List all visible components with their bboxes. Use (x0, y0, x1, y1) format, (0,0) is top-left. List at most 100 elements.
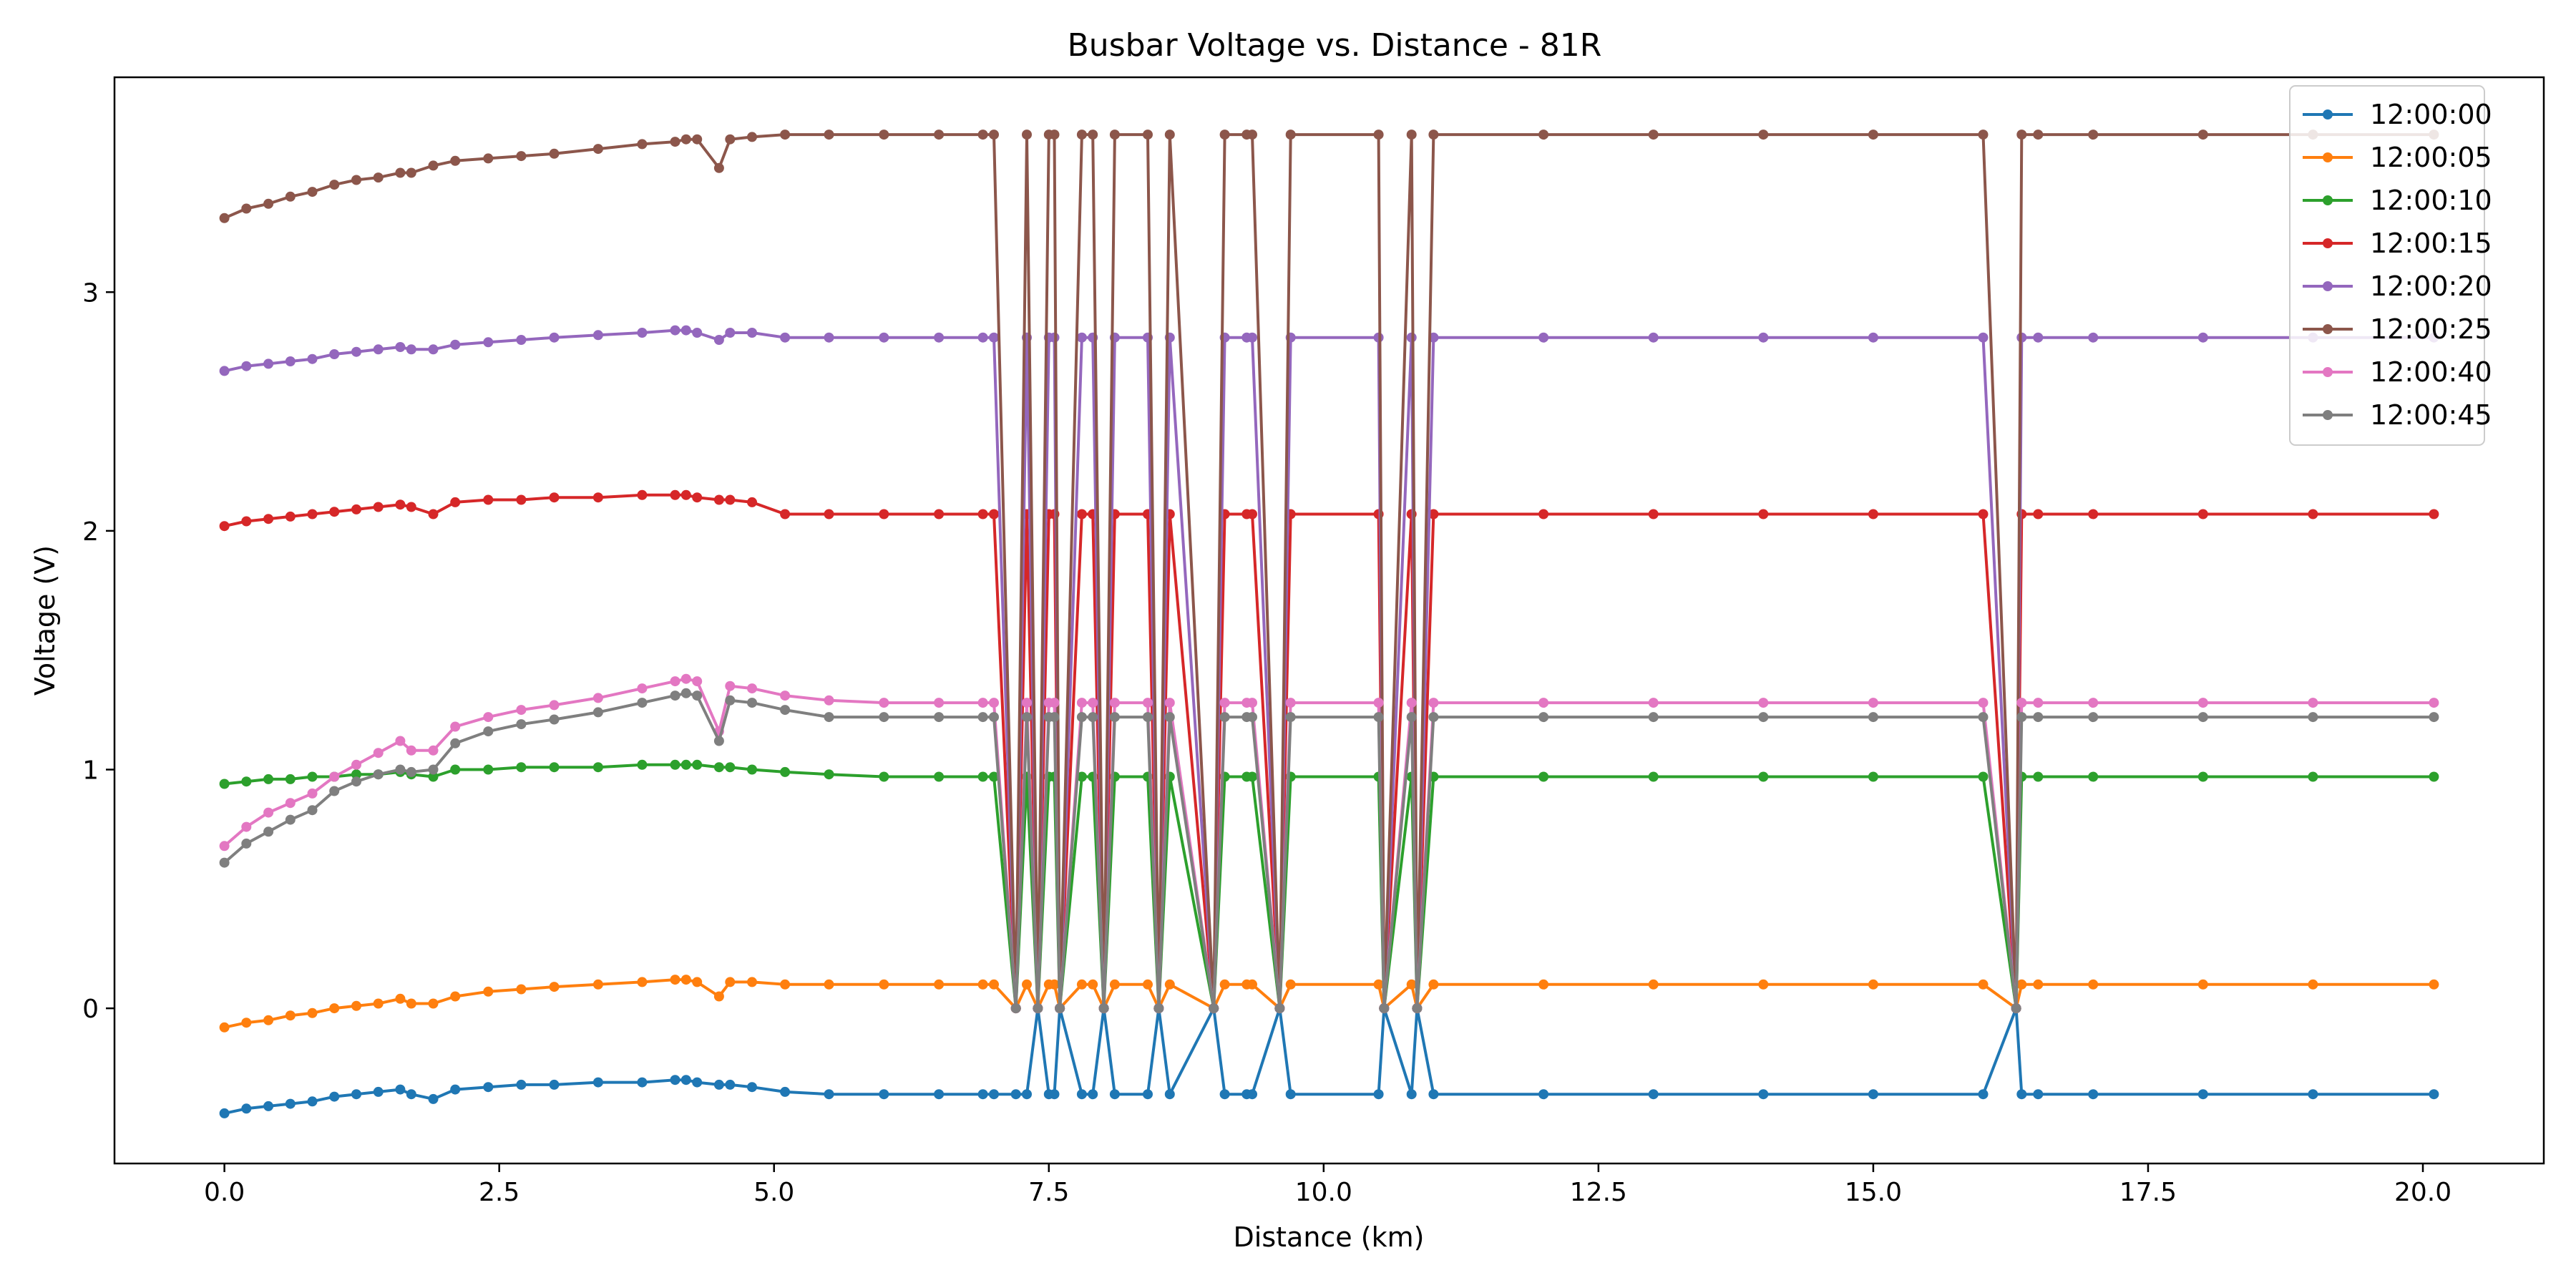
x-tick-label: 2.5 (479, 1178, 519, 1207)
data-point (1209, 1003, 1219, 1014)
data-point (395, 342, 406, 352)
data-point (1247, 698, 1257, 708)
data-point (1978, 771, 1989, 782)
data-point (428, 771, 439, 782)
data-point (1076, 332, 1087, 343)
data-point (1274, 1003, 1285, 1014)
data-point (780, 509, 791, 519)
data-point (1076, 771, 1087, 782)
legend: 12:00:00 12:00:05 12:00:10 12:00:15 12:00:20… (2289, 85, 2492, 446)
data-point (977, 698, 988, 708)
data-point (977, 771, 988, 782)
data-point (977, 130, 988, 140)
data-point (780, 766, 791, 777)
data-point (1285, 1089, 1296, 1100)
data-point (1247, 130, 1257, 140)
data-point (670, 1075, 680, 1085)
data-point (1373, 130, 1384, 140)
data-point (1428, 1089, 1439, 1100)
data-point (1285, 979, 1296, 990)
data-point (373, 172, 384, 183)
data-point (1022, 1089, 1032, 1100)
data-point (1247, 1089, 1257, 1100)
data-point (680, 489, 691, 500)
data-point (977, 712, 988, 723)
data-point (2033, 332, 2044, 343)
data-point (1164, 698, 1175, 708)
data-point (351, 1000, 361, 1011)
data-point (1143, 698, 1153, 708)
data-point (780, 705, 791, 716)
data-point (824, 332, 834, 343)
data-point (549, 148, 560, 159)
data-point (2011, 1003, 2021, 1014)
legend-label: 12:00:05 (2370, 142, 2492, 173)
legend-box (2289, 85, 2485, 446)
data-point (1088, 979, 1098, 990)
data-point (1098, 1003, 1109, 1014)
data-point (592, 693, 603, 703)
data-point (406, 167, 416, 178)
data-point (989, 771, 999, 782)
data-point (1406, 1089, 1417, 1100)
data-point (934, 130, 945, 140)
x-axis-label: Distance (km) (1234, 1221, 1425, 1253)
data-point (2197, 1089, 2208, 1100)
data-point (1076, 979, 1087, 990)
data-point (1758, 1089, 1769, 1100)
data-point (1022, 698, 1032, 708)
data-point (989, 332, 999, 343)
data-point (670, 137, 680, 147)
data-point (1010, 1089, 1021, 1100)
data-point (824, 695, 834, 706)
data-point (373, 1086, 384, 1097)
data-point (351, 759, 361, 770)
data-point (1143, 979, 1153, 990)
data-point (637, 139, 648, 150)
data-point (516, 984, 527, 995)
legend-label: 12:00:40 (2370, 356, 2492, 388)
data-point (329, 1091, 340, 1102)
data-point (2088, 1089, 2099, 1100)
data-point (1164, 130, 1175, 140)
data-point (1379, 1003, 1390, 1014)
data-point (307, 187, 318, 197)
data-point (2088, 698, 2099, 708)
data-point (747, 132, 757, 142)
data-point (1648, 332, 1659, 343)
data-point (1868, 130, 1878, 140)
data-point (879, 130, 889, 140)
data-point (516, 762, 527, 773)
data-point (2016, 1089, 2027, 1100)
data-point (592, 1077, 603, 1088)
y-tick-label: 3 (82, 278, 99, 308)
data-point (285, 1098, 296, 1109)
data-point (1247, 771, 1257, 782)
data-point (1978, 1089, 1989, 1100)
data-point (516, 1079, 527, 1090)
data-point (549, 762, 560, 773)
chart-title: Busbar Voltage vs. Distance - 81R (1068, 27, 1602, 64)
data-point (1978, 979, 1989, 990)
data-point (637, 683, 648, 694)
data-point (670, 676, 680, 687)
legend-swatch-marker (2323, 238, 2333, 248)
data-point (483, 494, 494, 505)
data-point (934, 712, 945, 723)
data-point (2308, 771, 2318, 782)
data-point (1648, 130, 1659, 140)
data-point (1219, 979, 1230, 990)
data-point (395, 1084, 406, 1095)
data-point (351, 504, 361, 514)
y-axis: 0 1 2 3 (82, 278, 114, 1024)
data-point (692, 134, 703, 145)
data-point (1406, 698, 1417, 708)
data-point (780, 332, 791, 343)
data-point (2197, 130, 2208, 140)
data-point (1076, 698, 1087, 708)
data-point (680, 325, 691, 336)
data-point (428, 160, 439, 171)
data-point (406, 745, 416, 756)
data-point (2197, 771, 2208, 782)
